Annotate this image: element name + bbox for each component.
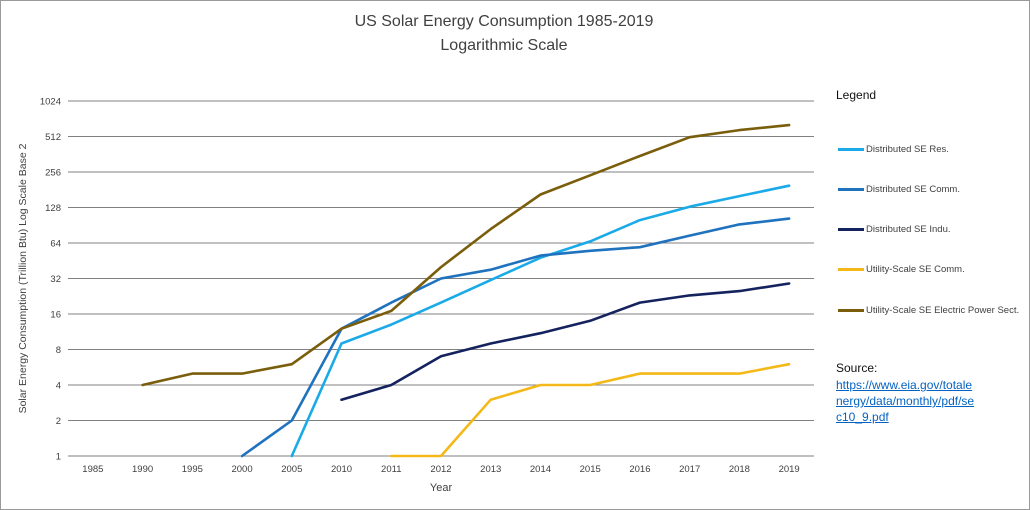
legend-label: Utility-Scale SE Comm. xyxy=(866,263,965,275)
legend-item: Utility-Scale SE Electric Power Sect. xyxy=(838,303,1019,317)
x-tick-label: 2013 xyxy=(480,464,501,475)
x-tick-label: 2014 xyxy=(530,464,551,475)
y-tick-label: 4 xyxy=(56,381,61,392)
chart-title: US Solar Energy Consumption 1985-2019 xyxy=(354,13,654,30)
legend-swatch xyxy=(838,227,864,231)
legend-swatch xyxy=(838,267,864,271)
x-axis-title: Year xyxy=(430,482,453,494)
y-tick-label: 2 xyxy=(56,416,61,427)
legend-title: Legend xyxy=(836,88,877,102)
x-tick-label: 2000 xyxy=(231,464,252,475)
y-tick-label: 128 xyxy=(45,203,61,214)
y-tick-label: 512 xyxy=(45,132,61,143)
y-tick-label: 1 xyxy=(56,452,61,463)
series-line-utility-scale-se-electric-power-sect xyxy=(141,123,791,387)
legend-swatch xyxy=(838,308,864,312)
x-tick-label: 2012 xyxy=(430,464,451,475)
x-tick-label: 2010 xyxy=(331,464,352,475)
y-tick-label: 64 xyxy=(50,239,61,250)
y-tick-label: 8 xyxy=(56,345,61,356)
series-line-utility-scale-se-comm xyxy=(389,362,791,458)
x-tick-label: 2015 xyxy=(580,464,601,475)
legend-label: Distributed SE Comm. xyxy=(866,183,960,195)
x-tick-label: 1985 xyxy=(82,464,103,475)
y-tick-label: 1024 xyxy=(40,97,61,108)
x-tick-label: 1990 xyxy=(132,464,153,475)
legend-item: Utility-Scale SE Comm. xyxy=(838,262,965,276)
legend-item: Distributed SE Comm. xyxy=(838,182,960,196)
legend-label: Utility-Scale SE Electric Power Sect. xyxy=(866,304,1020,316)
series-line-distributed-se-comm xyxy=(240,217,791,458)
source-label: Source: xyxy=(836,361,878,375)
x-tick-label: 2016 xyxy=(629,464,650,475)
x-tick-label: 2019 xyxy=(779,464,800,475)
x-tick-label: 2005 xyxy=(281,464,302,475)
series-line-distributed-se-res xyxy=(290,184,791,458)
y-tick-label: 256 xyxy=(45,168,61,179)
x-tick-label: 2017 xyxy=(679,464,700,475)
y-tick-label: 16 xyxy=(50,310,61,321)
legend-label: Distributed SE Res. xyxy=(866,143,949,155)
legend-swatch xyxy=(838,147,864,151)
source-link[interactable]: https://www.eia.gov/totalenergy/data/mon… xyxy=(836,378,975,424)
legend-item: Distributed SE Indu. xyxy=(838,222,951,236)
x-tick-label: 1995 xyxy=(182,464,203,475)
series-line-distributed-se-indu xyxy=(340,282,791,402)
y-tick-label: 32 xyxy=(50,274,61,285)
legend-swatch xyxy=(838,187,864,191)
x-tick-label: 2011 xyxy=(381,464,401,475)
legend-item: Distributed SE Res. xyxy=(838,142,949,156)
x-tick-label: 2018 xyxy=(729,464,750,475)
chart-subtitle: Logarithmic Scale xyxy=(440,37,568,54)
legend-label: Distributed SE Indu. xyxy=(866,223,951,235)
y-axis-title: Solar Energy Consumption (Trillion Btu) … xyxy=(17,143,29,413)
